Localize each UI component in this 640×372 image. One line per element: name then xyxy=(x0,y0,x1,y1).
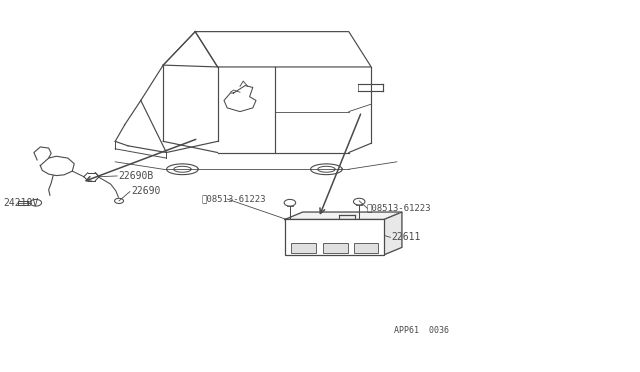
Polygon shape xyxy=(285,212,402,219)
Bar xyxy=(323,243,348,253)
Text: 22690: 22690 xyxy=(131,186,161,196)
Bar xyxy=(285,219,384,255)
Text: Ⓢ08513-61223: Ⓢ08513-61223 xyxy=(366,203,431,212)
Text: 22690B: 22690B xyxy=(118,171,154,181)
Bar xyxy=(354,243,378,253)
Text: 22611: 22611 xyxy=(392,232,421,242)
Text: 24210V: 24210V xyxy=(3,198,38,208)
Bar xyxy=(291,243,316,253)
Polygon shape xyxy=(384,212,402,255)
Text: APP61  0036: APP61 0036 xyxy=(394,326,449,335)
Text: Ⓢ08513-61223: Ⓢ08513-61223 xyxy=(202,195,266,203)
